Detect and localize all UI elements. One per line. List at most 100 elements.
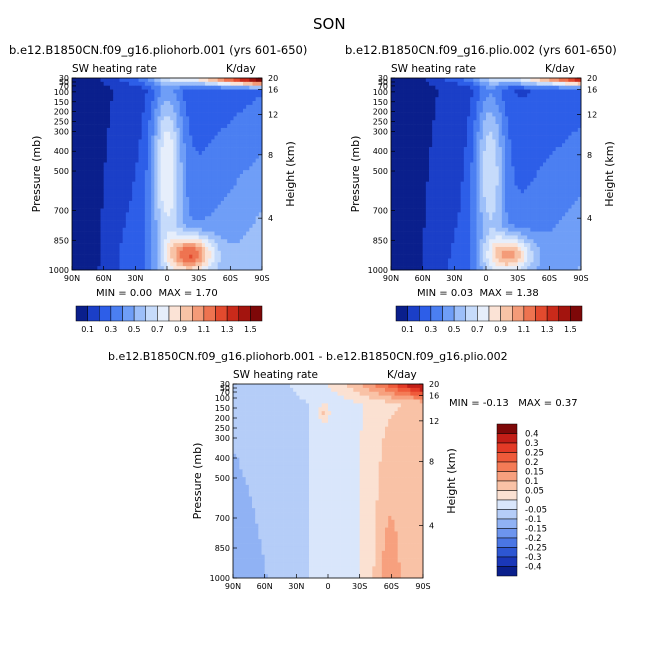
panel1-cell — [227, 139, 231, 144]
panel2-cell — [501, 181, 506, 186]
panel1-cell — [227, 97, 231, 102]
panel2-cell — [546, 147, 550, 152]
panel1-cell — [208, 220, 212, 225]
panel2-cell — [435, 143, 439, 148]
panel1-cell — [179, 131, 184, 136]
panel2-cell — [546, 127, 550, 133]
panel1-cell — [217, 177, 222, 182]
panel2-cell — [429, 154, 433, 159]
panel2-cell — [574, 120, 579, 125]
panel2-cell — [577, 101, 582, 106]
panel2-cell — [441, 170, 446, 175]
panel2-cell — [577, 81, 582, 86]
panel2-cell — [413, 81, 417, 86]
panel2-cell — [448, 139, 452, 144]
panel2-cell — [546, 112, 550, 117]
panel1-cell — [119, 235, 123, 240]
panel2-cell — [539, 124, 544, 129]
panel1-cell — [208, 97, 212, 102]
panel1-cell — [182, 112, 187, 117]
panel1-cell — [75, 246, 79, 252]
panel2-cell — [482, 116, 487, 121]
panel2-cell — [435, 135, 439, 140]
panel1-cell — [72, 162, 76, 167]
panel2-cell — [568, 143, 572, 148]
panel2-cell — [524, 197, 528, 202]
panel2-cell — [400, 116, 404, 121]
panel2-cell — [482, 124, 487, 129]
panel2-cell — [441, 150, 446, 156]
panel1-cell — [195, 223, 199, 229]
panel2-cell — [406, 170, 411, 175]
panel1-cell — [211, 104, 215, 110]
panel2-cell — [397, 150, 401, 156]
panel1-cell — [176, 78, 180, 83]
panel1-cell — [195, 258, 199, 263]
panel2-cell — [457, 185, 461, 190]
panel2-cell — [441, 143, 446, 148]
panel1-cell — [81, 150, 85, 156]
panel1-cell — [141, 166, 146, 171]
panel1-cell — [84, 120, 89, 125]
panel1-cell — [129, 185, 133, 190]
panel1-cell — [258, 101, 263, 106]
panel1-cell — [227, 262, 231, 267]
panel1-cell — [211, 216, 215, 221]
panel1-cell — [87, 185, 92, 190]
panel1-cell — [151, 193, 155, 198]
panel1-cell — [106, 197, 111, 202]
panel2-cell — [562, 150, 566, 156]
panel1-cell — [113, 81, 117, 86]
panel2-cell — [574, 116, 579, 121]
panel1-cell — [129, 131, 133, 136]
panel1-cell — [167, 216, 171, 221]
panel1-cell — [91, 258, 95, 263]
panel1-cell — [233, 170, 237, 175]
panel2-cell — [410, 158, 414, 163]
panel1-cell — [176, 89, 180, 94]
panel1-cell — [113, 143, 117, 148]
panel1-cell — [201, 158, 206, 163]
panel2-cell — [425, 127, 430, 133]
panel2-cell — [558, 162, 563, 167]
panel2-cell — [400, 112, 404, 117]
panel1-cell — [148, 189, 152, 194]
panel2-cell — [533, 104, 537, 110]
panel2-cell — [425, 85, 430, 90]
panel2-cell — [527, 193, 531, 198]
panel2-cell — [549, 197, 553, 202]
panel2-cell — [486, 120, 490, 125]
panel1-cell — [84, 166, 89, 171]
panel1-cell — [138, 162, 142, 167]
panel1-cell — [186, 185, 190, 190]
panel2-cell — [508, 174, 512, 179]
panel1-cell — [148, 147, 152, 152]
panel2-cell — [495, 162, 499, 167]
panel2-cell — [470, 197, 474, 202]
panel1-cell — [103, 120, 108, 125]
panel2-cell — [479, 177, 484, 182]
panel1-cell — [135, 193, 139, 198]
panel2-cell — [391, 166, 395, 171]
panel1-cell — [167, 193, 171, 198]
panel1-cell — [224, 127, 228, 133]
panel2-cell — [577, 124, 582, 129]
panel2-cell — [536, 81, 541, 86]
panel1-cell — [103, 89, 108, 94]
panel1-cell — [179, 200, 184, 206]
panel2-cell — [511, 124, 515, 129]
panel1-cell — [129, 162, 133, 167]
panel1-cell — [220, 258, 225, 263]
panel1-cell — [75, 250, 79, 255]
panel1-cell — [151, 189, 155, 194]
panel1-cell — [205, 243, 209, 248]
panel1-cell — [208, 89, 212, 94]
panel2-cell — [486, 116, 490, 121]
panel1-cell — [122, 150, 127, 156]
panel2-cell — [413, 135, 417, 140]
panel1-cell — [97, 227, 101, 232]
panel1-cell — [224, 197, 228, 202]
panel1-cell — [75, 143, 79, 148]
panel2-cell — [432, 143, 436, 148]
panel1-cell — [224, 185, 228, 190]
